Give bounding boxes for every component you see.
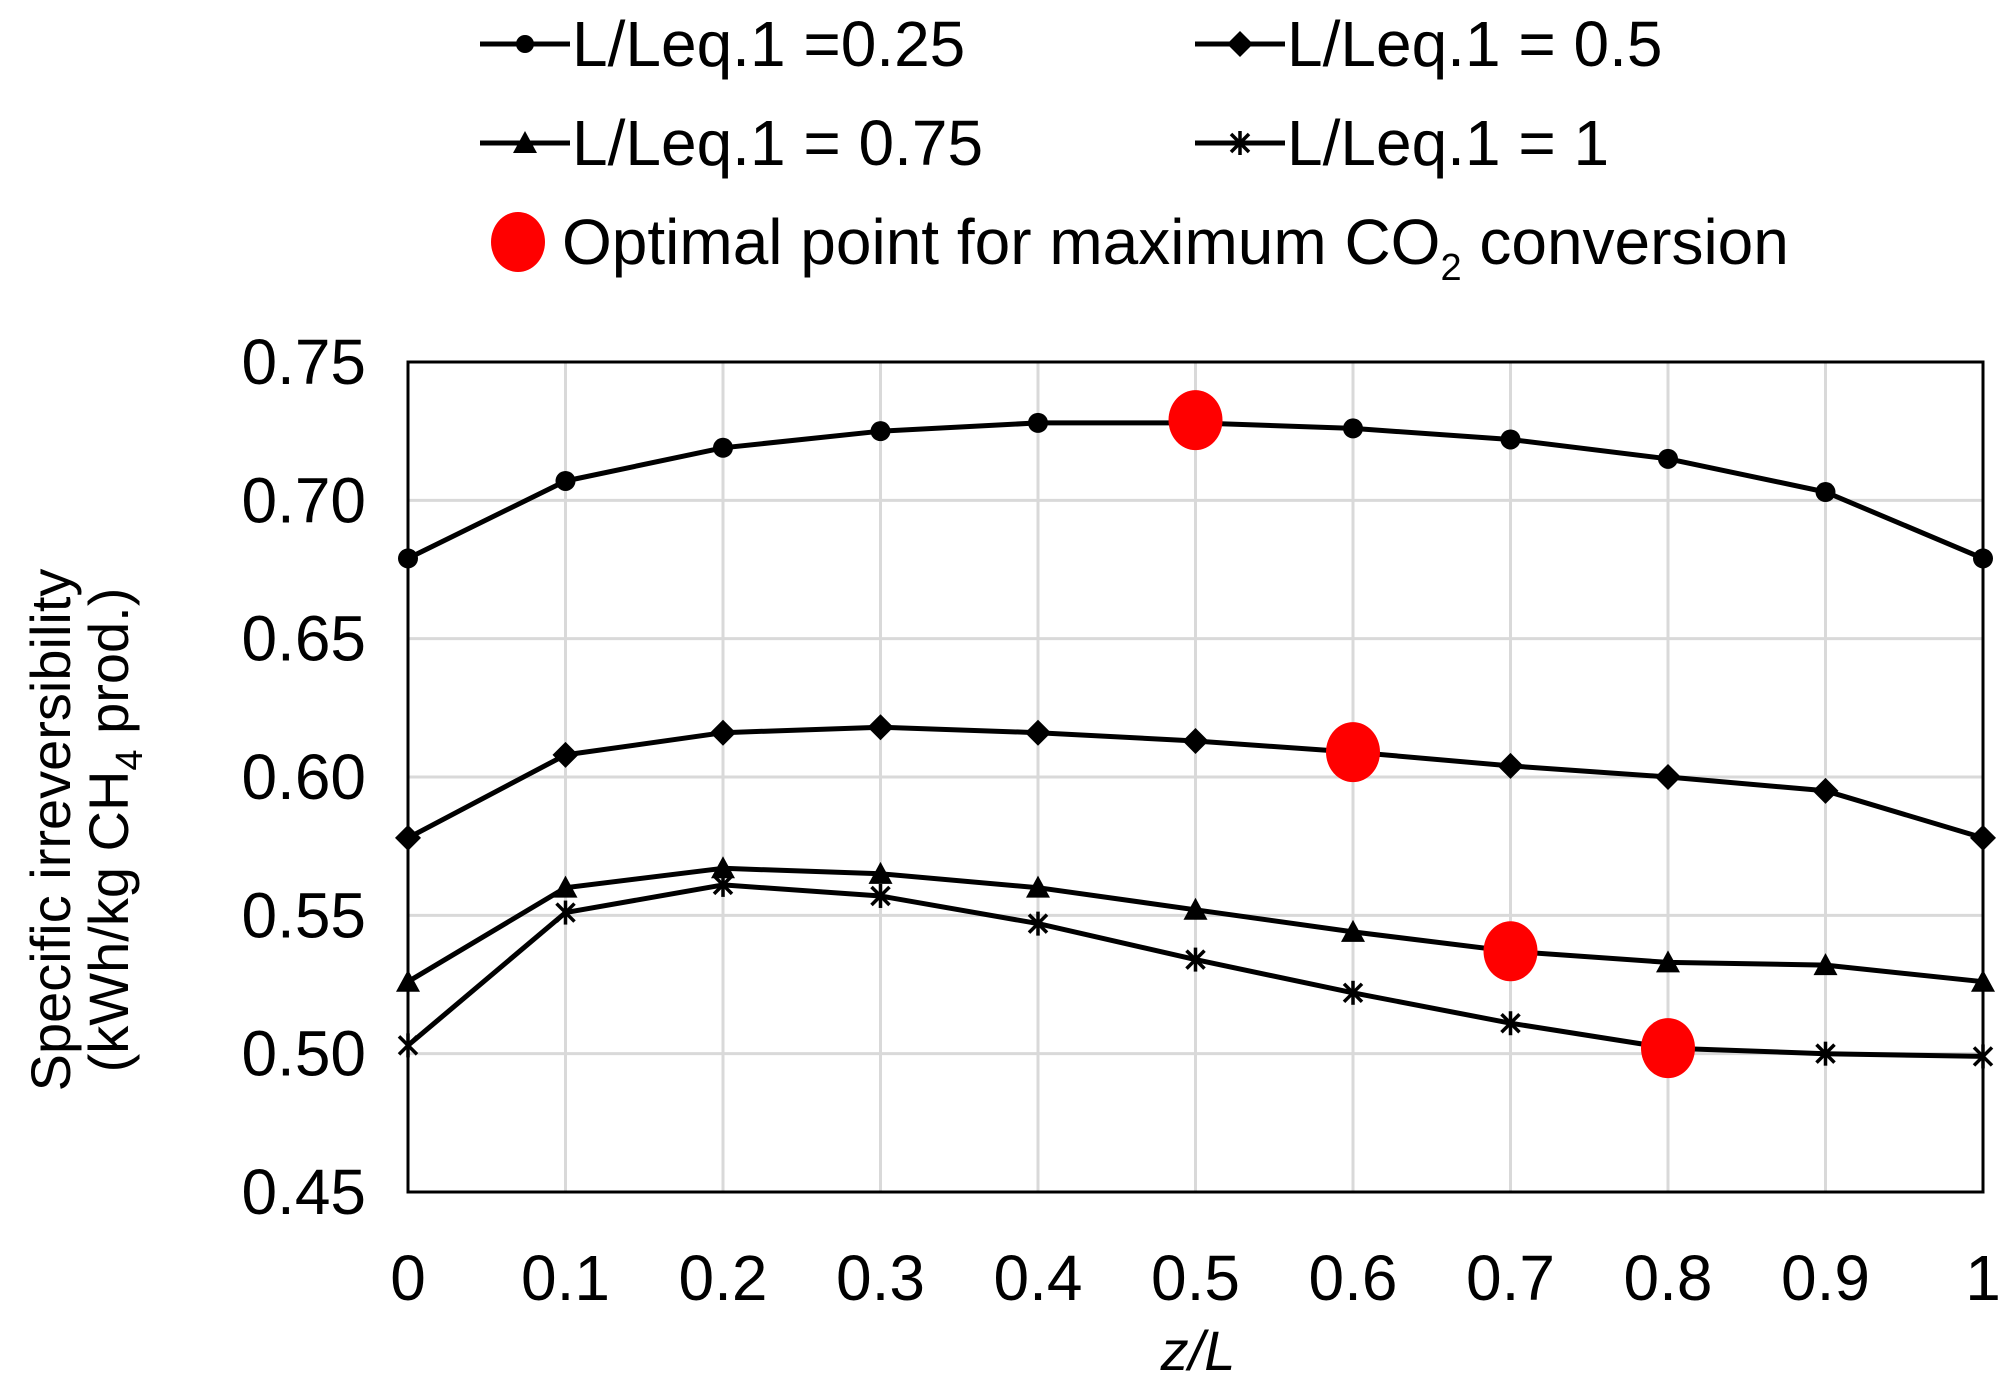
data-point bbox=[1812, 777, 1839, 804]
x-tick-label: 0.8 bbox=[1624, 1242, 1713, 1314]
data-point bbox=[1658, 448, 1678, 469]
optimal-point bbox=[1641, 1018, 1695, 1079]
x-tick-label: 0.5 bbox=[1151, 1242, 1240, 1314]
data-point bbox=[1973, 548, 1993, 569]
data-point bbox=[712, 872, 734, 897]
legend-label-optimal: Optimal point for maximum CO2 conversion bbox=[562, 206, 1789, 289]
data-point bbox=[398, 548, 418, 569]
data-point bbox=[1025, 719, 1051, 746]
data-point bbox=[870, 883, 891, 908]
data-point bbox=[870, 421, 891, 442]
gridlines bbox=[406, 360, 1985, 1194]
data-point bbox=[552, 741, 579, 768]
data-point bbox=[1028, 412, 1048, 433]
x-tick-label: 1 bbox=[1965, 1242, 2001, 1314]
y-axis-title: Specific irreversibility (kWh/kg CH4 pro… bbox=[19, 569, 151, 1092]
legend-label-series-3: L/Leq.1 = 0.75 bbox=[572, 107, 983, 179]
data-point bbox=[713, 437, 733, 458]
legend-item-series-3: L/Leq.1 = 0.75 bbox=[480, 107, 983, 179]
data-point bbox=[1026, 875, 1050, 898]
data-point bbox=[1970, 824, 1996, 851]
data-point bbox=[1497, 752, 1524, 779]
optimal-point bbox=[1168, 390, 1223, 451]
x-tick-label: 0 bbox=[390, 1242, 426, 1314]
data-point bbox=[396, 969, 420, 992]
data-point bbox=[1500, 1011, 1521, 1036]
y-tick-label: 0.65 bbox=[241, 603, 366, 675]
y-axis-title-line2: (kWh/kg CH4 prod.) bbox=[77, 588, 151, 1073]
y-tick-label: 0.60 bbox=[241, 741, 366, 813]
data-point bbox=[555, 470, 576, 491]
data-point bbox=[555, 900, 576, 925]
x-tick-label: 0.2 bbox=[679, 1242, 768, 1314]
data-point bbox=[553, 875, 578, 898]
data-point bbox=[1655, 764, 1681, 790]
legend-label-series-2: L/Leq.1 = 0.5 bbox=[1287, 8, 1662, 80]
x-tick-label: 0.1 bbox=[521, 1242, 610, 1314]
data-point bbox=[868, 861, 893, 884]
data-point bbox=[1183, 897, 1208, 920]
x-tick-label: 0.3 bbox=[836, 1242, 925, 1314]
data-point bbox=[395, 824, 421, 851]
data-point bbox=[1813, 953, 1838, 976]
data-point bbox=[1342, 980, 1364, 1005]
data-point bbox=[1971, 969, 1995, 992]
data-point bbox=[1185, 947, 1206, 972]
data-point bbox=[397, 1033, 419, 1058]
data-point bbox=[1182, 728, 1209, 755]
y-tick-label: 0.55 bbox=[241, 879, 366, 951]
y-tick-label: 0.50 bbox=[241, 1018, 366, 1090]
x-tick-label: 0.6 bbox=[1309, 1242, 1398, 1314]
x-tick-label: 0.9 bbox=[1781, 1242, 1870, 1314]
legend-item-series-4: L/Leq.1 = 1 bbox=[1195, 107, 1609, 179]
data-point bbox=[1815, 482, 1836, 503]
data-point bbox=[1027, 911, 1049, 936]
y-tick-label: 0.70 bbox=[241, 464, 366, 536]
optimal-point bbox=[1483, 921, 1538, 982]
optimal-points-layer bbox=[1168, 390, 1695, 1079]
data-point bbox=[1341, 919, 1365, 942]
legend-item-series-2: L/Leq.1 = 0.5 bbox=[1195, 8, 1662, 80]
x-tick-label: 0.4 bbox=[994, 1242, 1083, 1314]
x-tick-labels: 0 0.1 0.2 0.3 0.4 0.5 0.6 0.7 0.8 0.9 1 bbox=[390, 1242, 2001, 1314]
series-3 bbox=[396, 856, 1995, 992]
data-point bbox=[1343, 418, 1363, 439]
optimal-point bbox=[1326, 722, 1380, 783]
data-point bbox=[867, 714, 894, 741]
x-tick-label: 0.7 bbox=[1466, 1242, 1555, 1314]
data-point bbox=[1972, 1044, 1994, 1069]
y-tick-label: 0.75 bbox=[241, 326, 366, 398]
legend-optimal-marker bbox=[491, 212, 545, 272]
y-tick-label: 0.45 bbox=[241, 1156, 366, 1228]
legend-item-series-1: L/Leq.1 =0.25 bbox=[480, 8, 965, 80]
x-axis-title: z/L bbox=[1160, 1319, 1236, 1382]
series-2 bbox=[395, 714, 1996, 851]
data-point bbox=[1500, 429, 1521, 450]
legend: L/Leq.1 =0.25 L/Leq.1 = 0.5 L/Leq.1 = 0.… bbox=[480, 8, 1789, 289]
data-point bbox=[1815, 1041, 1836, 1066]
legend-label-series-1: L/Leq.1 =0.25 bbox=[572, 8, 965, 80]
y-tick-labels: 0.45 0.50 0.55 0.60 0.65 0.70 0.75 bbox=[241, 326, 366, 1228]
legend-label-series-4: L/Leq.1 = 1 bbox=[1287, 107, 1609, 179]
data-point bbox=[1656, 950, 1680, 973]
plot-area-frame bbox=[406, 360, 1985, 1194]
data-point bbox=[710, 719, 736, 746]
y-axis-title-line1: Specific irreversibility bbox=[19, 569, 82, 1092]
legend-item-optimal: Optimal point for maximum CO2 conversion bbox=[491, 206, 1789, 289]
data-point bbox=[711, 856, 735, 879]
